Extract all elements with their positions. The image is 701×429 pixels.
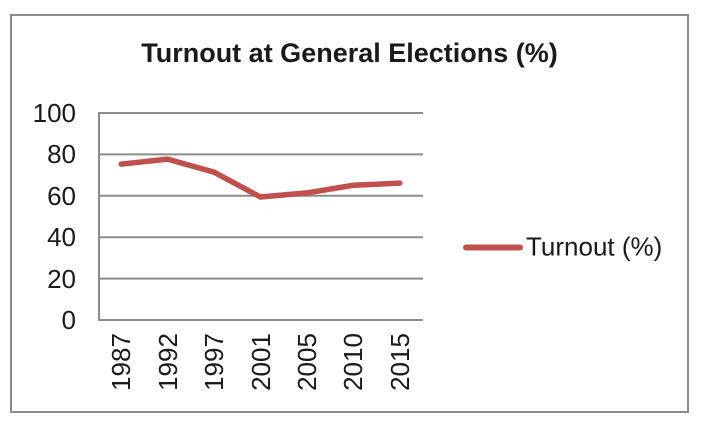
legend-label: Turnout (%) (526, 231, 663, 262)
plot-area (98, 112, 423, 321)
chart-border-frame (10, 14, 689, 413)
chart-title: Turnout at General Elections (%) (141, 38, 558, 68)
legend-line-swatch (463, 244, 523, 250)
legend: Turnout (%) (463, 232, 662, 263)
series-line (118, 156, 403, 200)
